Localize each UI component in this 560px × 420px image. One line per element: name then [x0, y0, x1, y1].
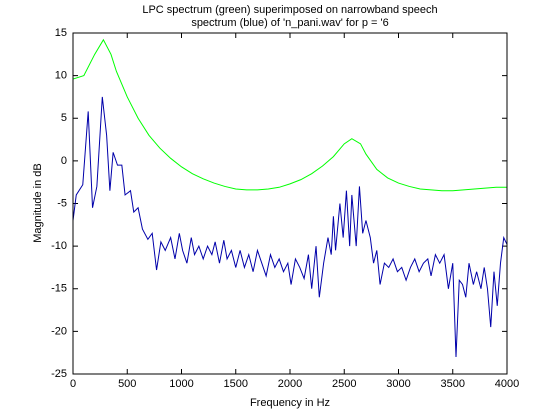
- y-tick-label: 10: [55, 70, 67, 82]
- y-tick-label: 5: [61, 112, 67, 124]
- x-tick-label: 3500: [441, 378, 465, 390]
- y-tick-label: 15: [55, 27, 67, 39]
- x-tick-label: 1500: [224, 378, 248, 390]
- x-tick-label: 2500: [332, 378, 356, 390]
- y-axis-label: Magnitude in dB: [32, 163, 44, 243]
- x-tick-label: 500: [118, 378, 136, 390]
- x-tick-label: 0: [70, 378, 76, 390]
- y-tick-label: -15: [51, 283, 67, 295]
- y-tick-label: -5: [57, 197, 67, 209]
- data-line: [72, 38, 507, 192]
- y-tick-label: 0: [61, 155, 67, 167]
- chart-title: spectrum (blue) of 'n_pani.wav' for p = …: [191, 17, 388, 29]
- x-axis-label: Frequency in Hz: [250, 397, 330, 409]
- chart-title: LPC spectrum (green) superimposed on nar…: [142, 4, 437, 16]
- y-tick-label: -25: [51, 368, 67, 380]
- y-tick-label: -20: [51, 325, 67, 337]
- y-tick-label: -10: [51, 240, 67, 252]
- data-line: [72, 96, 508, 357]
- x-tick-label: 2000: [278, 378, 302, 390]
- x-tick-label: 1000: [169, 378, 193, 390]
- x-tick-label: 4000: [495, 378, 519, 390]
- plot-frame: [72, 32, 508, 375]
- x-tick-label: 3000: [386, 378, 410, 390]
